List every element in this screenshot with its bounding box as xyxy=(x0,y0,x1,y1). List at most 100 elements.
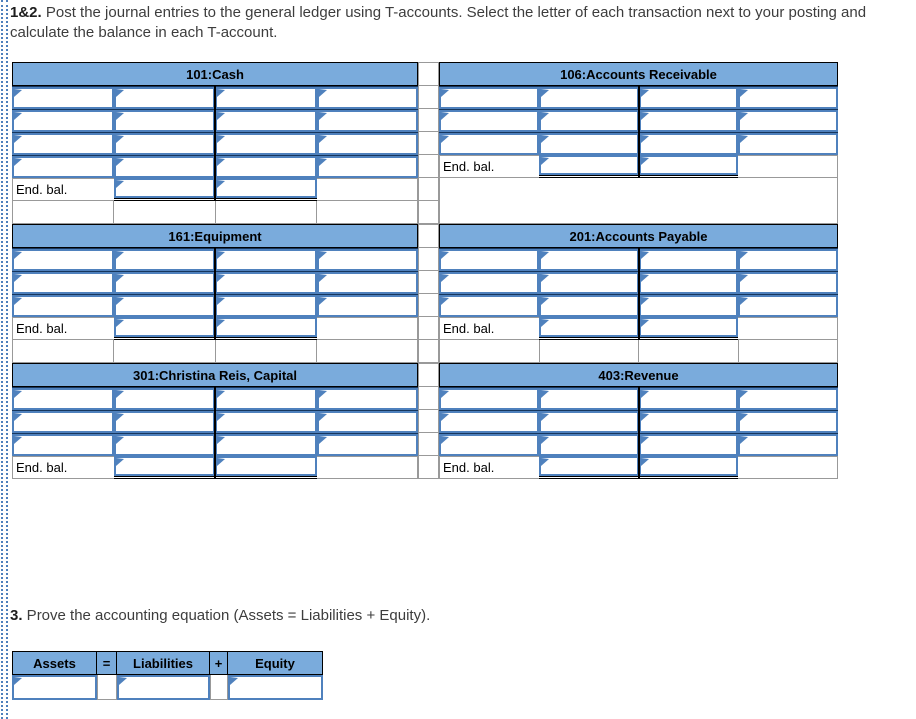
entry-cell[interactable] xyxy=(738,388,838,410)
entry-cell[interactable] xyxy=(12,295,114,317)
entry-cell[interactable] xyxy=(316,87,418,109)
entry-cell[interactable] xyxy=(12,156,114,178)
entry-cell[interactable] xyxy=(12,133,114,155)
entry-cell[interactable] xyxy=(738,87,838,109)
dotted-border-line xyxy=(6,0,8,719)
entry-cell[interactable] xyxy=(12,388,114,410)
entry-cell[interactable] xyxy=(12,249,114,271)
end-balance-debit-cell[interactable] xyxy=(113,317,215,337)
entry-cell[interactable] xyxy=(215,133,317,155)
entry-row xyxy=(12,248,418,271)
entry-cell[interactable] xyxy=(439,295,539,317)
liabilities-header: Liabilities xyxy=(117,652,210,674)
liabilities-value-cell[interactable] xyxy=(117,675,210,700)
entry-cell[interactable] xyxy=(12,87,114,109)
entry-cell[interactable] xyxy=(439,388,539,410)
entry-cell[interactable] xyxy=(215,434,317,456)
entry-cell[interactable] xyxy=(113,272,215,294)
entry-cell[interactable] xyxy=(113,249,215,271)
entry-cell[interactable] xyxy=(538,295,639,317)
entry-cell[interactable] xyxy=(538,133,639,155)
end-balance-debit-cell[interactable] xyxy=(113,178,215,198)
entry-cell[interactable] xyxy=(439,272,539,294)
equity-value-cell[interactable] xyxy=(228,675,323,700)
entry-cell[interactable] xyxy=(538,110,639,132)
entry-cell[interactable] xyxy=(12,434,114,456)
entry-cell[interactable] xyxy=(215,110,317,132)
entry-cell[interactable] xyxy=(538,87,639,109)
entry-cell[interactable] xyxy=(638,133,739,155)
entry-cell[interactable] xyxy=(538,411,639,433)
entry-cell[interactable] xyxy=(538,388,639,410)
end-balance-debit-cell[interactable] xyxy=(538,456,639,476)
entry-cell[interactable] xyxy=(638,295,739,317)
entry-cell[interactable] xyxy=(316,110,418,132)
entry-cell[interactable] xyxy=(638,411,739,433)
entry-cell[interactable] xyxy=(439,411,539,433)
entry-cell[interactable] xyxy=(638,434,739,456)
entry-cell[interactable] xyxy=(738,295,838,317)
entry-cell[interactable] xyxy=(113,434,215,456)
entry-cell[interactable] xyxy=(113,411,215,433)
entry-cell[interactable] xyxy=(738,411,838,433)
entry-cell[interactable] xyxy=(538,249,639,271)
entry-cell[interactable] xyxy=(215,87,317,109)
entry-cell[interactable] xyxy=(12,411,114,433)
entry-cell[interactable] xyxy=(215,411,317,433)
entry-cell[interactable] xyxy=(738,434,838,456)
dropdown-flag-icon xyxy=(217,180,225,188)
entry-cell[interactable] xyxy=(638,272,739,294)
entry-cell[interactable] xyxy=(439,87,539,109)
entry-cell[interactable] xyxy=(439,249,539,271)
entry-cell[interactable] xyxy=(113,156,215,178)
assets-value-cell[interactable] xyxy=(12,675,97,700)
entry-cell[interactable] xyxy=(738,272,838,294)
entry-cell[interactable] xyxy=(316,133,418,155)
dropdown-flag-icon xyxy=(217,158,225,166)
entry-cell[interactable] xyxy=(738,110,838,132)
entry-cell[interactable] xyxy=(738,249,838,271)
entry-cell[interactable] xyxy=(316,272,418,294)
entry-cell[interactable] xyxy=(12,272,114,294)
end-balance-credit-cell[interactable] xyxy=(215,178,317,198)
entry-cell[interactable] xyxy=(316,434,418,456)
end-balance-credit-cell[interactable] xyxy=(215,456,317,476)
entry-cell[interactable] xyxy=(113,87,215,109)
entry-cell[interactable] xyxy=(638,388,739,410)
dropdown-flag-icon xyxy=(14,413,22,421)
entry-cell[interactable] xyxy=(439,434,539,456)
end-balance-credit-cell[interactable] xyxy=(215,317,317,337)
entry-cell[interactable] xyxy=(316,411,418,433)
entry-cell[interactable] xyxy=(215,295,317,317)
entry-cell[interactable] xyxy=(439,110,539,132)
dropdown-flag-icon xyxy=(115,112,124,120)
entry-cell[interactable] xyxy=(12,110,114,132)
entry-cell[interactable] xyxy=(215,388,317,410)
end-balance-credit-cell[interactable] xyxy=(638,155,739,175)
entry-cell[interactable] xyxy=(316,156,418,178)
entry-cell[interactable] xyxy=(538,272,639,294)
entry-cell[interactable] xyxy=(113,388,215,410)
end-balance-credit-cell[interactable] xyxy=(638,317,739,337)
taccount-title: 161:Equipment xyxy=(12,224,418,248)
entry-cell[interactable] xyxy=(638,249,739,271)
entry-cell[interactable] xyxy=(215,156,317,178)
entry-cell[interactable] xyxy=(215,249,317,271)
entry-cell[interactable] xyxy=(538,434,639,456)
entry-cell[interactable] xyxy=(215,272,317,294)
entry-cell[interactable] xyxy=(316,388,418,410)
end-balance-credit-cell[interactable] xyxy=(638,456,739,476)
taccount-divider xyxy=(214,387,216,479)
entry-cell[interactable] xyxy=(113,110,215,132)
entry-cell[interactable] xyxy=(316,295,418,317)
end-balance-debit-cell[interactable] xyxy=(538,155,639,175)
entry-cell[interactable] xyxy=(113,133,215,155)
entry-cell[interactable] xyxy=(638,110,739,132)
entry-cell[interactable] xyxy=(439,133,539,155)
entry-cell[interactable] xyxy=(738,133,838,155)
entry-cell[interactable] xyxy=(638,87,739,109)
entry-cell[interactable] xyxy=(316,249,418,271)
entry-cell[interactable] xyxy=(113,295,215,317)
end-balance-debit-cell[interactable] xyxy=(113,456,215,476)
end-balance-debit-cell[interactable] xyxy=(538,317,639,337)
